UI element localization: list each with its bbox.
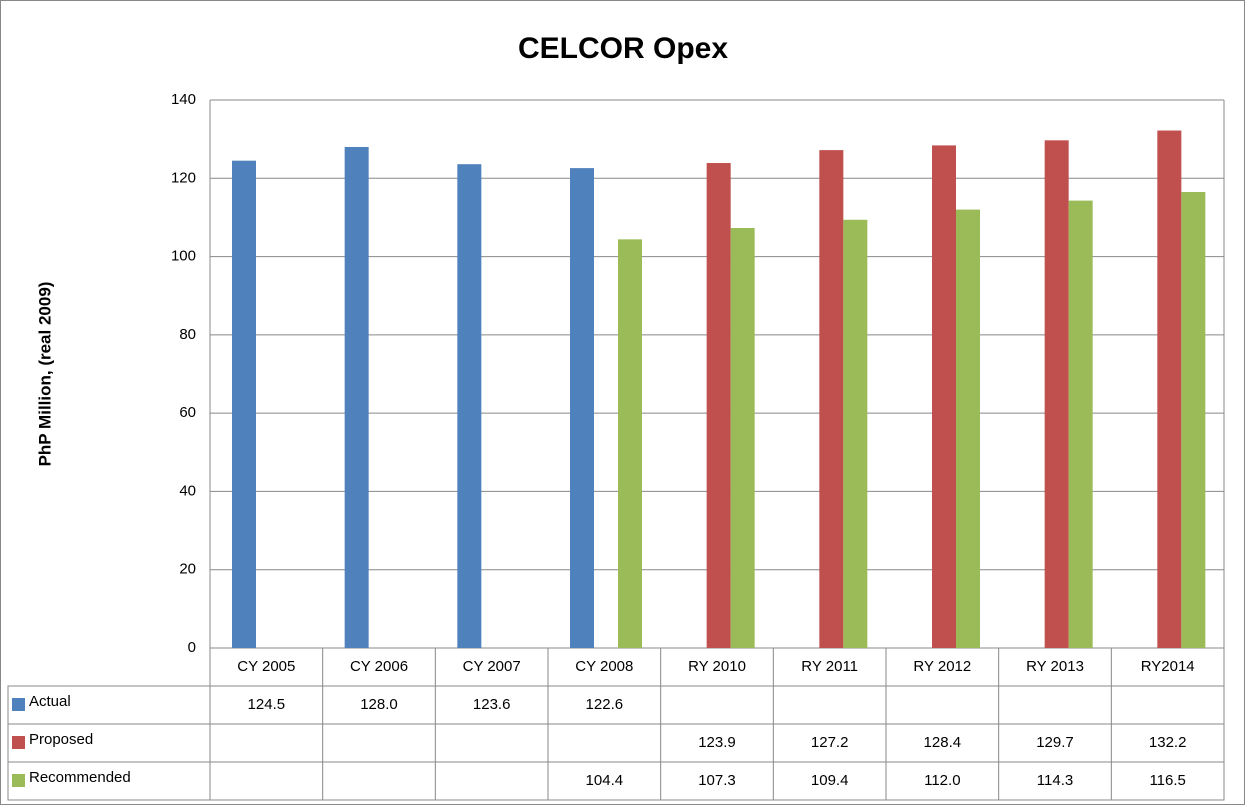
table-value: 123.6 (473, 696, 511, 713)
bar (956, 209, 980, 648)
legend-label: Actual (29, 693, 71, 710)
x-tick-label: CY 2006 (350, 658, 408, 675)
y-tick-label: 20 (179, 561, 196, 578)
x-tick-label: RY2014 (1141, 658, 1195, 675)
table-value: 112.0 (924, 772, 960, 789)
y-tick-label: 80 (179, 326, 196, 343)
x-tick-label: RY 2011 (801, 658, 858, 675)
bar (232, 160, 256, 648)
bar (618, 239, 642, 648)
bar (730, 227, 755, 649)
bar (1044, 140, 1069, 648)
bar (457, 164, 482, 649)
table-value: 124.5 (248, 696, 286, 713)
table-value: 114.3 (1037, 772, 1073, 789)
legend-swatch (12, 736, 25, 749)
y-tick-label: 0 (188, 639, 196, 656)
table-value: 127.2 (811, 734, 849, 751)
legend-label: Recommended (29, 769, 131, 786)
bar (1157, 130, 1182, 648)
bar (344, 146, 369, 648)
table-value: 132.2 (1149, 734, 1187, 751)
x-tick-label: CY 2005 (237, 658, 295, 675)
legend-swatch (12, 774, 25, 787)
y-tick-label: 60 (179, 404, 196, 421)
table-value: 116.5 (1149, 772, 1185, 789)
table-value: 128.4 (924, 734, 962, 751)
bar (843, 219, 868, 648)
bar (706, 163, 731, 648)
x-tick-label: RY 2012 (913, 658, 971, 675)
x-tick-label: RY 2010 (688, 658, 746, 675)
x-tick-label: RY 2013 (1026, 658, 1084, 675)
y-axis-label: PhP Million, (real 2009) (35, 282, 54, 467)
bar (570, 168, 594, 648)
bar (1181, 191, 1206, 648)
table-value: 104.4 (586, 772, 624, 789)
table-value: 122.6 (586, 696, 624, 713)
bar (932, 145, 956, 649)
bar (1068, 200, 1093, 648)
table-value: 129.7 (1036, 734, 1074, 751)
chart-title: CELCOR Opex (518, 32, 728, 65)
legend-label: Proposed (29, 731, 93, 748)
table-value: 107.3 (698, 772, 736, 789)
x-tick-label: CY 2008 (575, 658, 633, 675)
table-value: 109.4 (811, 772, 849, 789)
y-tick-label: 140 (171, 91, 196, 108)
table-value: 123.9 (698, 734, 736, 751)
y-tick-label: 120 (171, 169, 196, 186)
y-tick-label: 100 (171, 248, 196, 265)
y-tick-label: 40 (179, 482, 196, 499)
bar (819, 150, 844, 649)
x-tick-label: CY 2007 (463, 658, 521, 675)
legend-swatch (12, 698, 25, 711)
table-value: 128.0 (360, 696, 398, 713)
